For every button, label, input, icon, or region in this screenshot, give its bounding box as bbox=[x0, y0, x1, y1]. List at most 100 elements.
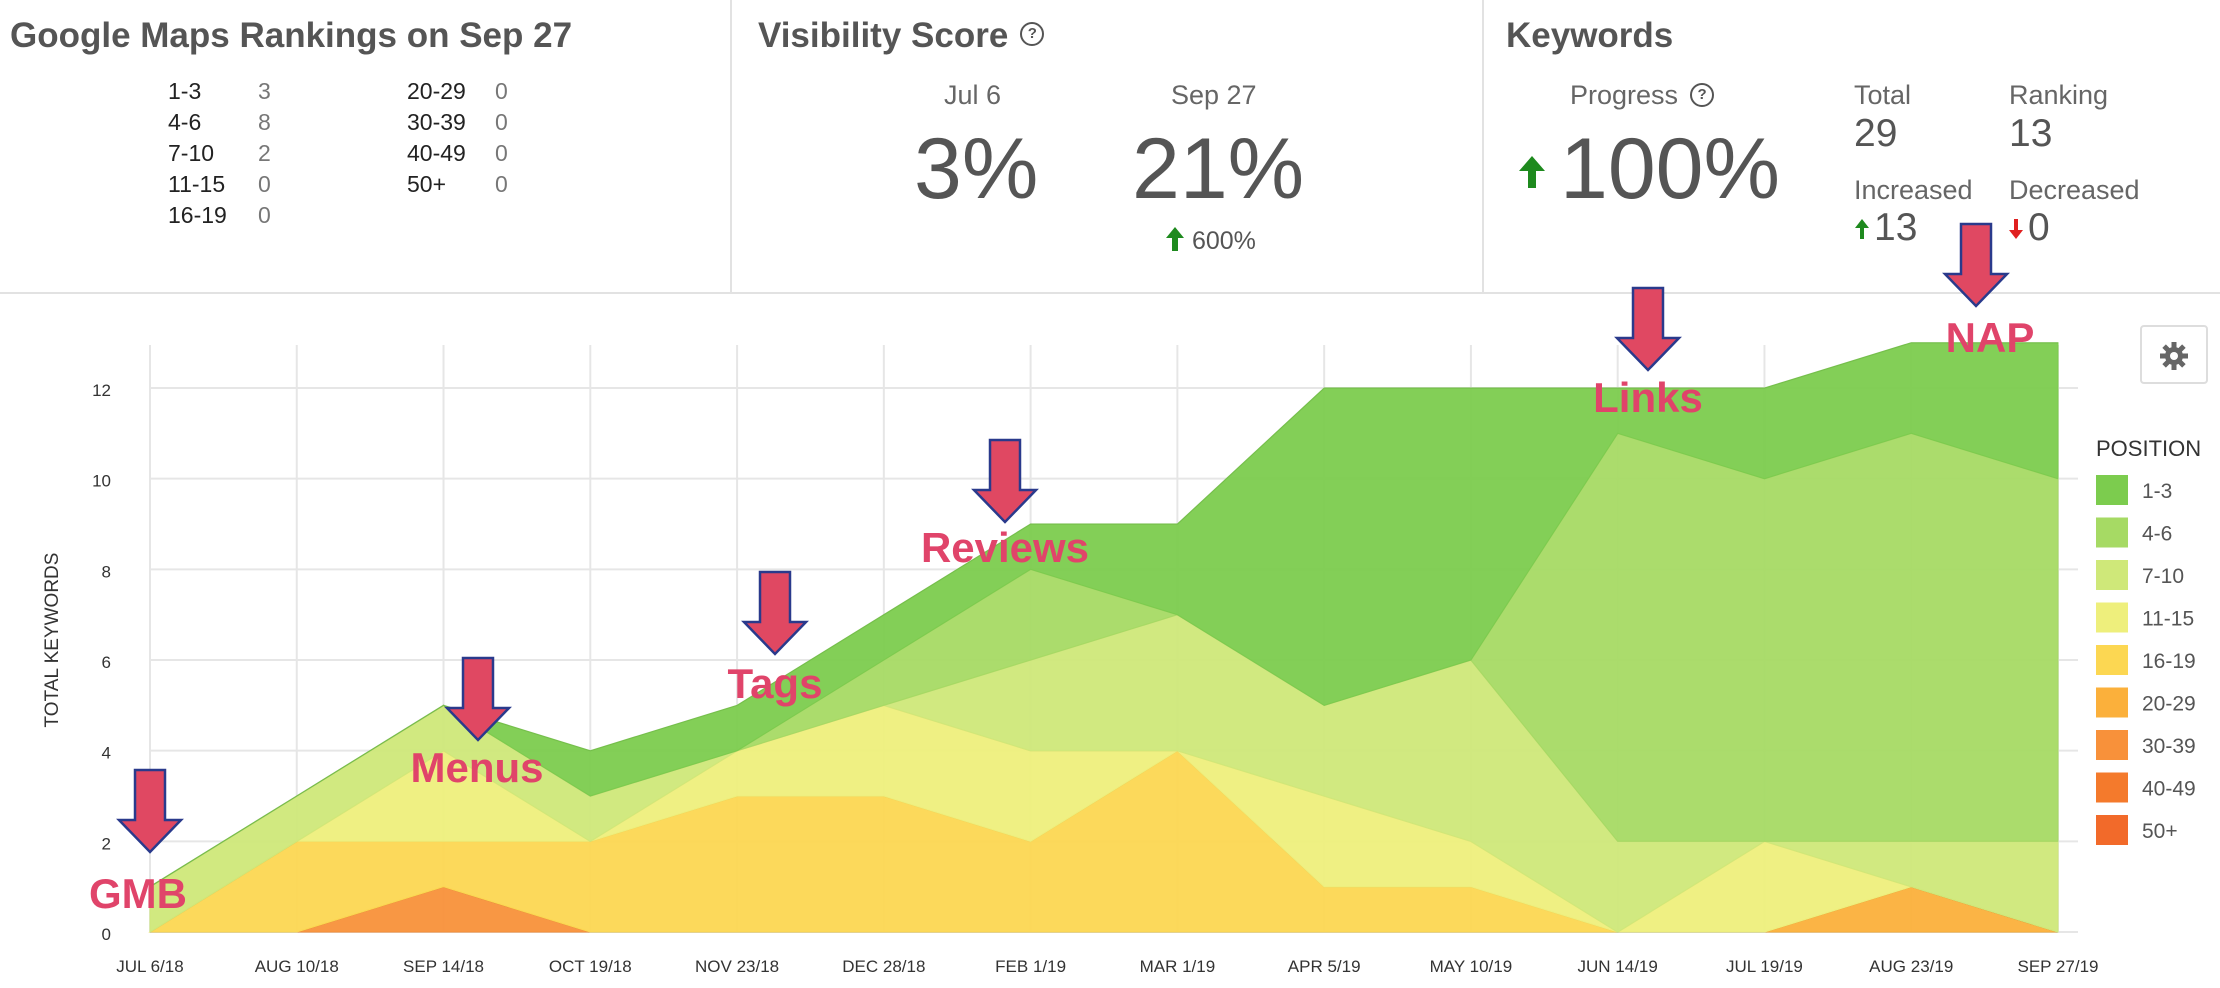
annotation-arrow-icon bbox=[741, 570, 809, 656]
rank-range: 40-49 bbox=[407, 140, 466, 166]
legend-label: 7-10 bbox=[2142, 565, 2184, 588]
area-series-1-3 bbox=[149, 342, 2059, 888]
annotation-arrow-icon bbox=[444, 656, 512, 742]
legend-title: POSITION bbox=[2096, 436, 2201, 461]
panel-divider bbox=[730, 0, 732, 292]
rank-count: 0 bbox=[495, 140, 508, 166]
x-tick-label: MAR 1/19 bbox=[1140, 957, 1216, 976]
visibility-to-value: 21% bbox=[1132, 121, 1305, 217]
legend-label: 20-29 bbox=[2142, 693, 2196, 716]
y-tick-label: 8 bbox=[102, 562, 111, 581]
legend-label: 40-49 bbox=[2142, 778, 2196, 801]
visibility-from-label: Jul 6 bbox=[944, 80, 1002, 110]
x-tick-label: NOV 23/18 bbox=[695, 957, 779, 976]
progress-label: Progress? bbox=[1570, 80, 1715, 111]
settings-button[interactable] bbox=[2140, 325, 2208, 384]
rank-range: 7-10 bbox=[168, 140, 215, 166]
rank-count: 2 bbox=[258, 140, 271, 166]
total-value: 29 bbox=[1854, 112, 1898, 155]
y-tick-label: 10 bbox=[92, 472, 111, 491]
annotation-label: Links bbox=[1593, 374, 1703, 421]
x-tick-label: AUG 10/18 bbox=[255, 957, 339, 976]
rank-count: 0 bbox=[258, 202, 271, 228]
increased-label: Increased bbox=[1854, 175, 1973, 205]
gear-icon bbox=[2160, 342, 2188, 371]
total-label: Total bbox=[1854, 80, 1912, 110]
progress-label-text: Progress bbox=[1570, 80, 1679, 110]
y-tick-label: 0 bbox=[102, 925, 111, 944]
rank-range: 1-3 bbox=[168, 78, 202, 104]
x-tick-label: JUN 14/19 bbox=[1578, 957, 1658, 976]
legend-swatch bbox=[2096, 815, 2128, 845]
visibility-change-value: 600% bbox=[1191, 227, 1256, 255]
legend-label: 16-19 bbox=[2142, 650, 2196, 673]
annotation-label: Tags bbox=[728, 660, 823, 707]
y-tick-label: 6 bbox=[102, 653, 111, 672]
annotation-label: Menus bbox=[410, 744, 543, 791]
legend-swatch bbox=[2096, 602, 2128, 633]
x-tick-label: OCT 19/18 bbox=[549, 957, 632, 976]
annotation-label: Reviews bbox=[921, 524, 1089, 571]
rank-count: 0 bbox=[495, 171, 508, 197]
help-icon[interactable]: ? bbox=[1020, 21, 1045, 46]
decreased-label: Decreased bbox=[2009, 175, 2140, 205]
rank-count: 3 bbox=[258, 78, 271, 104]
x-tick-label: FEB 1/19 bbox=[995, 957, 1066, 976]
rank-count: 0 bbox=[258, 171, 271, 197]
legend-label: 4-6 bbox=[2142, 523, 2172, 546]
ranking-value: 13 bbox=[2009, 112, 2053, 155]
legend-swatch bbox=[2096, 517, 2128, 548]
annotation-label: NAP bbox=[1946, 314, 2035, 361]
rankings-title: Google Maps Rankings on Sep 27 bbox=[10, 16, 573, 55]
y-tick-label: 12 bbox=[92, 381, 111, 400]
rank-range: 30-39 bbox=[407, 109, 466, 135]
visibility-from-value: 3% bbox=[914, 121, 1039, 217]
legend-label: 50+ bbox=[2142, 820, 2178, 843]
visibility-title-text: Visibility Score bbox=[758, 16, 1009, 55]
arrow-up-icon bbox=[1166, 227, 1184, 251]
legend-swatch bbox=[2096, 475, 2128, 505]
annotation-arrow-icon bbox=[1942, 222, 2010, 308]
y-axis-title: TOTAL KEYWORDS bbox=[42, 553, 63, 728]
arrow-up-icon bbox=[1519, 156, 1545, 188]
arrow-down-icon bbox=[2009, 219, 2023, 239]
legend-swatch bbox=[2096, 730, 2128, 760]
panel-divider bbox=[1482, 0, 1484, 292]
rank-range: 16-19 bbox=[168, 202, 227, 228]
annotation-label: GMB bbox=[89, 870, 187, 917]
rankings-panel: Google Maps Rankings on Sep 27 1-3 3 4-6 8 7… bbox=[0, 0, 730, 292]
arrow-up-icon bbox=[1855, 219, 1869, 239]
rank-range: 4-6 bbox=[168, 109, 202, 135]
visibility-change: 600% bbox=[1165, 226, 1256, 256]
legend-swatch bbox=[2096, 560, 2128, 590]
rank-range: 20-29 bbox=[407, 78, 466, 104]
header-divider bbox=[0, 292, 2220, 294]
x-tick-label: MAY 10/19 bbox=[1430, 957, 1513, 976]
y-tick-label: 2 bbox=[102, 834, 111, 853]
visibility-to-label: Sep 27 bbox=[1171, 80, 1257, 110]
progress-value: 100% bbox=[1560, 121, 1780, 217]
rank-range: 11-15 bbox=[168, 171, 226, 197]
legend-label: 11-15 bbox=[2142, 608, 2194, 631]
x-tick-label: SEP 14/18 bbox=[403, 957, 484, 976]
x-tick-label: JUL 6/18 bbox=[116, 957, 183, 976]
keywords-panel: Keywords Progress? 100% Total 29 Ranking… bbox=[1484, 0, 2220, 292]
keywords-title: Keywords bbox=[1506, 16, 1674, 55]
rank-range: 50+ bbox=[407, 171, 447, 197]
legend-label: 1-3 bbox=[2142, 480, 2172, 503]
visibility-title: Visibility Score? bbox=[758, 16, 1045, 56]
rank-count: 8 bbox=[258, 109, 271, 135]
help-icon[interactable]: ? bbox=[1690, 82, 1715, 107]
x-tick-label: JUL 19/19 bbox=[1726, 957, 1803, 976]
legend-swatch bbox=[2096, 645, 2128, 675]
rank-count: 0 bbox=[495, 109, 508, 135]
annotation-arrow-icon bbox=[971, 438, 1039, 524]
legend-swatch bbox=[2096, 687, 2128, 718]
x-tick-label: AUG 23/19 bbox=[1869, 957, 1953, 976]
legend-swatch bbox=[2096, 772, 2128, 803]
decreased-value: 0 bbox=[2028, 206, 2050, 249]
ranking-label: Ranking bbox=[2009, 80, 2109, 110]
y-tick-label: 4 bbox=[102, 744, 111, 763]
visibility-panel: Visibility Score? Jul 6 3% Sep 27 21% 60… bbox=[732, 0, 1482, 292]
